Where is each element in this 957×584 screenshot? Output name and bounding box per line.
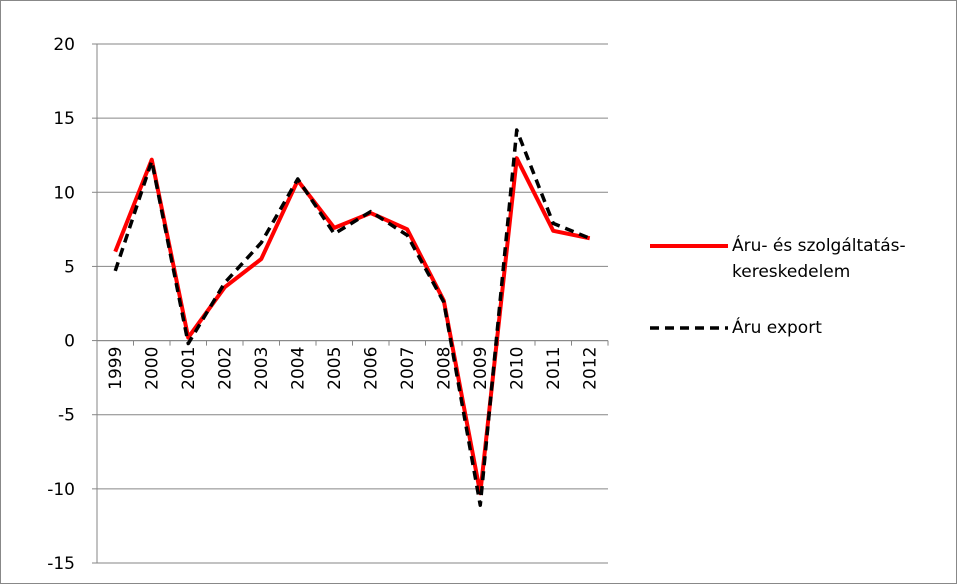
x-tick-label: 2007 [398, 347, 418, 390]
x-tick-label: 2011 [544, 347, 564, 390]
x-tick-label: 2004 [289, 347, 309, 390]
x-tick-label: 2000 [143, 347, 163, 390]
x-tick-label: 1999 [106, 347, 126, 390]
y-tick-label: -5 [58, 406, 75, 426]
y-tick-label: 10 [53, 183, 75, 203]
y-tick-label: -15 [47, 554, 75, 574]
x-tick-label: 2010 [508, 347, 528, 390]
x-tick-label: 2002 [216, 347, 236, 390]
x-tick-label: 2012 [581, 347, 601, 390]
y-tick-label: 5 [64, 257, 75, 277]
x-tick-label: 2009 [471, 347, 491, 390]
y-tick-label: 0 [64, 332, 75, 352]
legend-label: Áru- és szolgáltatás-kereskedelem [732, 236, 906, 282]
series-line [113, 128, 591, 507]
legend-label: Áru export [732, 318, 822, 338]
x-tick-label: 2008 [435, 347, 455, 390]
y-tick-label: 15 [53, 109, 75, 129]
series-line [113, 156, 591, 496]
x-tick-label: 2001 [179, 347, 199, 390]
y-tick-label: 20 [53, 35, 75, 55]
x-tick-label: 2006 [362, 347, 382, 390]
x-tick-label: 2005 [325, 347, 345, 390]
y-tick-label: -10 [47, 480, 75, 500]
x-tick-label: 2003 [252, 347, 272, 390]
